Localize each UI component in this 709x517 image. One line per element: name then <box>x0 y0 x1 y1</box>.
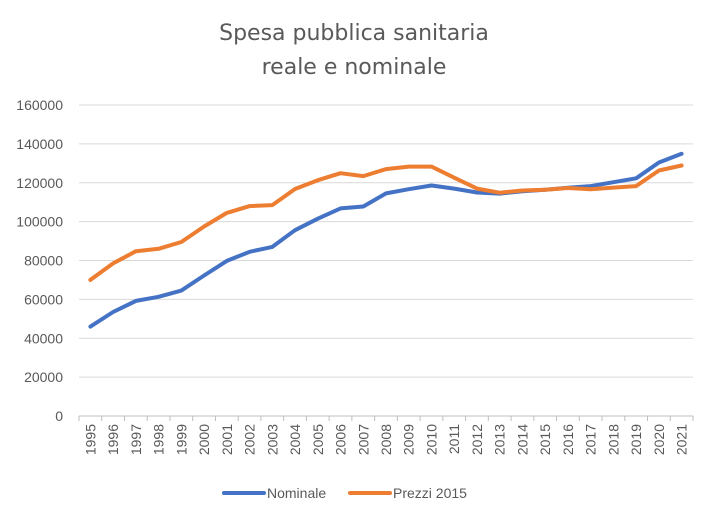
x-tick-label: 2000 <box>196 424 212 455</box>
x-tick-label: 2020 <box>651 424 667 455</box>
x-tick-label: 2005 <box>310 424 326 455</box>
y-axis-ticks: 0 20000 40000 60000 80000 100000 120000 140000 1… <box>16 97 63 424</box>
x-tick-label: 2001 <box>219 424 235 455</box>
x-tick-label: 2006 <box>333 424 349 455</box>
chart-title-line-1: Spesa pubblica sanitaria <box>219 21 489 46</box>
legend-label: Prezzi 2015 <box>393 485 467 501</box>
series-lines <box>88 151 684 329</box>
legend-label: Nominale <box>267 485 326 501</box>
x-tick-label: 1997 <box>128 424 144 455</box>
y-tick-label: 80000 <box>24 253 63 269</box>
y-tick-label: 40000 <box>24 330 63 346</box>
x-tick-label: 2019 <box>628 424 644 455</box>
y-tick-label: 0 <box>55 408 63 424</box>
y-tick-label: 60000 <box>24 291 63 307</box>
x-tick-label: 2008 <box>378 424 394 455</box>
series-line-prezzi-2015 <box>88 163 684 282</box>
gridlines <box>79 104 693 417</box>
y-tick-label: 140000 <box>16 136 63 152</box>
x-axis-ticks: 1995 1996 1997 1998 1999 2000 2001 2002 2003 2004… <box>78 416 694 455</box>
x-tick-label: 2010 <box>423 424 439 455</box>
x-tick-label: 1998 <box>151 424 167 455</box>
x-tick-label: 2017 <box>583 424 599 455</box>
y-tick-label: 100000 <box>16 214 63 230</box>
x-tick-label: 2012 <box>469 424 485 455</box>
x-tick-label: 2011 <box>446 424 462 454</box>
x-tick-label: 2021 <box>674 424 690 455</box>
x-tick-label: 1996 <box>105 424 121 455</box>
x-tick-label: 2007 <box>355 424 371 455</box>
x-tick-label: 2013 <box>492 424 508 455</box>
legend: Nominale Prezzi 2015 <box>222 485 467 501</box>
x-tick-label: 2016 <box>560 424 576 455</box>
x-tick-label: 2015 <box>537 424 553 455</box>
x-tick-label: 1999 <box>173 424 189 455</box>
series-line-nominale <box>88 151 684 329</box>
x-tick-label: 2002 <box>242 424 258 455</box>
x-tick-label: 2004 <box>287 424 303 455</box>
x-tick-label: 2014 <box>514 424 530 455</box>
x-tick-label: 2003 <box>264 424 280 455</box>
y-tick-label: 20000 <box>24 369 63 385</box>
x-tick-label: 2018 <box>605 424 621 455</box>
y-tick-label: 120000 <box>16 175 63 191</box>
y-tick-label: 160000 <box>16 97 63 113</box>
chart-title-line-2: reale e nominale <box>262 55 447 80</box>
x-tick-label: 1995 <box>82 424 98 455</box>
x-tick-label: 2009 <box>401 424 417 455</box>
